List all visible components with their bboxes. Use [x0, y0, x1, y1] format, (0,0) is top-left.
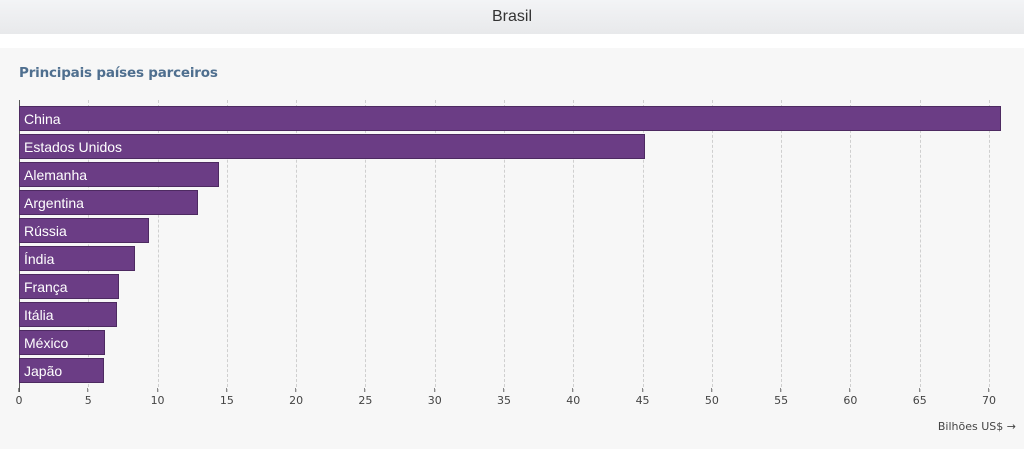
bar-label: Rússia	[24, 222, 67, 239]
x-tick: 5	[73, 388, 103, 407]
x-tick: 0	[4, 388, 34, 407]
plot-area: China Estados Unidos Alemanha Argentina Rúss…	[19, 100, 1009, 392]
x-axis-label: Bilhões US$ →	[937, 420, 1016, 433]
tick-mark	[503, 388, 504, 392]
bar-label: China	[24, 110, 61, 127]
tick-mark	[295, 388, 297, 392]
gridline	[157, 100, 159, 392]
bar-label: Argentina	[24, 194, 84, 211]
x-tick: 20	[281, 388, 311, 407]
tick-mark	[225, 388, 227, 392]
bar[interactable]: Japão	[19, 358, 104, 383]
bar-label: México	[24, 334, 69, 351]
x-tick: 40	[558, 388, 588, 407]
bar-label: Japão	[24, 362, 63, 379]
tick-mark	[87, 388, 89, 392]
country-title: Brasil	[491, 8, 532, 25]
x-tick: 55	[766, 388, 796, 407]
tick-mark	[572, 388, 574, 392]
tick-mark	[710, 388, 712, 392]
bar[interactable]: Itália	[19, 302, 118, 327]
bar[interactable]: China	[19, 106, 1002, 131]
chart-title: Principais países parceiros	[19, 65, 218, 81]
chart-panel: Principais países parceiros China Estados…	[0, 48, 1024, 449]
bar[interactable]: Estados Unidos	[19, 134, 646, 159]
tick-mark	[849, 388, 851, 392]
gridline	[365, 100, 367, 392]
tick-mark	[918, 388, 920, 392]
x-tick: 25	[350, 388, 380, 407]
tick-mark	[641, 388, 643, 392]
tick-mark	[780, 388, 782, 392]
tick-mark	[433, 388, 435, 392]
bar-label: Estados Unidos	[24, 138, 123, 155]
bar[interactable]: Rússia	[19, 218, 150, 243]
gridline	[573, 100, 575, 392]
bar[interactable]: México	[19, 330, 105, 355]
tick-mark	[988, 388, 989, 392]
x-tick: 35	[489, 388, 519, 407]
tick-mark	[364, 388, 366, 392]
x-tick: 15	[212, 388, 242, 407]
gridline	[226, 100, 228, 392]
top-bar: Brasil	[0, 0, 1024, 34]
bar-label: Alemanha	[24, 166, 88, 183]
x-tick: 45	[628, 388, 658, 407]
x-tick: 50	[697, 388, 727, 407]
bar-label: Itália	[24, 306, 54, 323]
x-tick: 65	[905, 388, 935, 407]
bar[interactable]: Índia	[19, 246, 136, 271]
bar[interactable]: Alemanha	[19, 162, 219, 187]
gridline	[296, 100, 298, 392]
bar[interactable]: França	[19, 274, 119, 299]
x-axis-ticks: 0 5 10 15 20 25 30 35 40 45 50 55 60 65 70	[16, 388, 1009, 412]
x-tick: 10	[143, 388, 173, 407]
gridline	[711, 100, 713, 392]
tick-mark	[156, 388, 158, 392]
gridline	[781, 100, 783, 392]
gridline	[434, 100, 436, 392]
gridline	[642, 100, 644, 392]
gridline	[504, 100, 505, 392]
bar-label: Índia	[24, 250, 55, 267]
x-tick: 70	[974, 388, 1004, 407]
tick-mark	[18, 388, 19, 392]
x-tick: 60	[835, 388, 865, 407]
x-tick: 30	[420, 388, 450, 407]
gridline	[989, 100, 990, 392]
bar[interactable]: Argentina	[19, 190, 198, 215]
gridline	[850, 100, 852, 392]
bar-label: França	[24, 278, 68, 295]
gridline	[919, 100, 921, 392]
